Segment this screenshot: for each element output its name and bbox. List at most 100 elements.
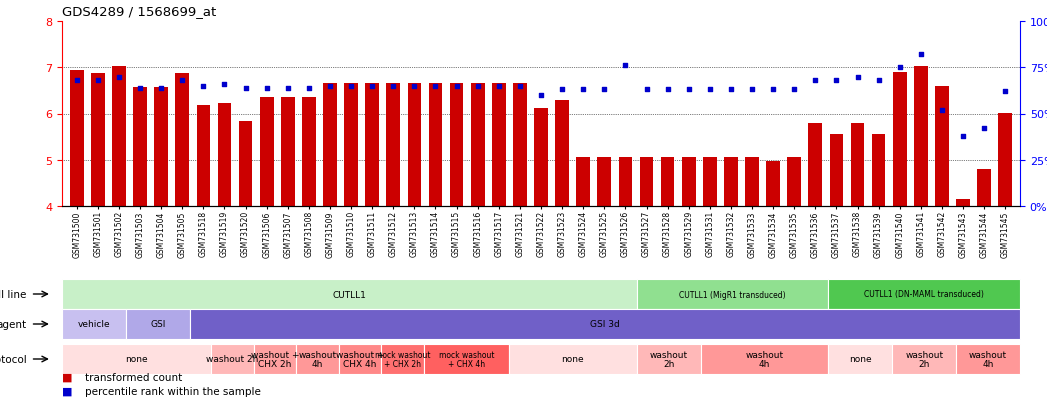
Text: none: none — [849, 355, 872, 363]
Point — [533, 93, 550, 99]
Bar — [197, 106, 210, 206]
Bar — [112, 67, 126, 206]
Point — [238, 85, 254, 92]
Text: washout
2h: washout 2h — [906, 350, 943, 368]
Point — [321, 83, 338, 90]
Point — [280, 85, 296, 92]
Bar — [534, 109, 548, 206]
Point — [575, 87, 592, 93]
Point — [448, 83, 465, 90]
Point — [701, 87, 718, 93]
Point — [660, 87, 676, 93]
Point — [764, 87, 781, 93]
Bar — [829, 135, 843, 206]
Text: ■: ■ — [62, 386, 72, 396]
Bar — [176, 74, 190, 206]
Text: transformed count: transformed count — [85, 372, 182, 382]
Bar — [239, 122, 252, 206]
Bar — [956, 199, 970, 206]
Text: GSI 3d: GSI 3d — [591, 320, 620, 329]
Bar — [892, 344, 956, 374]
Bar — [154, 88, 168, 206]
Text: mock washout
+ CHX 4h: mock washout + CHX 4h — [439, 350, 494, 368]
Text: none: none — [561, 355, 584, 363]
Bar — [914, 67, 928, 206]
Text: cell line: cell line — [0, 289, 26, 299]
Point — [68, 78, 85, 84]
Text: washout
4h: washout 4h — [970, 350, 1007, 368]
Bar — [62, 279, 637, 309]
Bar — [999, 113, 1012, 206]
Bar — [725, 158, 738, 206]
Point — [216, 81, 232, 88]
Point — [997, 89, 1013, 95]
Bar — [450, 84, 464, 206]
Bar — [365, 84, 379, 206]
Bar — [850, 123, 865, 206]
Bar — [745, 158, 759, 206]
Bar — [808, 123, 822, 206]
Text: CUTLL1: CUTLL1 — [333, 290, 366, 299]
Text: agent: agent — [0, 319, 26, 329]
Point — [638, 87, 654, 93]
Bar — [492, 84, 506, 206]
Bar — [637, 344, 700, 374]
Bar — [935, 87, 949, 206]
Bar — [956, 344, 1020, 374]
Text: washout
4h: washout 4h — [298, 350, 336, 368]
Point — [722, 87, 739, 93]
Point — [743, 87, 760, 93]
Bar — [555, 100, 569, 206]
Point — [385, 83, 402, 90]
Point — [955, 133, 972, 140]
Bar — [62, 309, 126, 339]
Bar — [598, 158, 611, 206]
Text: ■: ■ — [62, 372, 72, 382]
Point — [934, 107, 951, 114]
Bar — [766, 161, 780, 206]
Point — [786, 87, 803, 93]
Bar — [281, 98, 294, 206]
Point — [912, 52, 929, 59]
Bar — [661, 158, 674, 206]
Text: protocol: protocol — [0, 354, 26, 364]
Bar — [471, 84, 485, 206]
Text: washout
2h: washout 2h — [650, 350, 688, 368]
Bar — [509, 344, 637, 374]
Point — [363, 83, 380, 90]
Text: vehicle: vehicle — [77, 320, 110, 329]
Bar — [70, 71, 84, 206]
Text: CUTLL1 (MigR1 transduced): CUTLL1 (MigR1 transduced) — [680, 290, 786, 299]
Bar — [893, 73, 907, 206]
Bar — [682, 158, 695, 206]
Point — [406, 83, 423, 90]
Bar — [640, 158, 653, 206]
Point — [891, 65, 908, 71]
Bar — [302, 98, 316, 206]
Point — [681, 87, 697, 93]
Bar — [62, 344, 211, 374]
Bar — [381, 344, 424, 374]
Text: washout 2h: washout 2h — [206, 355, 259, 363]
Point — [870, 78, 887, 84]
Point — [617, 63, 633, 69]
Bar — [253, 344, 296, 374]
Bar — [344, 84, 358, 206]
Point — [554, 87, 571, 93]
Text: CUTLL1 (DN-MAML transduced): CUTLL1 (DN-MAML transduced) — [864, 290, 984, 299]
Bar — [260, 98, 273, 206]
Point — [807, 78, 824, 84]
Text: GDS4289 / 1568699_at: GDS4289 / 1568699_at — [62, 5, 217, 18]
Point — [469, 83, 486, 90]
Point — [195, 83, 211, 90]
Text: none: none — [126, 355, 148, 363]
Bar — [339, 344, 381, 374]
Bar — [218, 104, 231, 206]
Bar — [133, 88, 147, 206]
Point — [976, 126, 993, 132]
Bar — [91, 74, 105, 206]
Text: washout +
CHX 4h: washout + CHX 4h — [336, 350, 384, 368]
Bar — [828, 344, 892, 374]
Bar — [211, 344, 253, 374]
Bar — [513, 84, 527, 206]
